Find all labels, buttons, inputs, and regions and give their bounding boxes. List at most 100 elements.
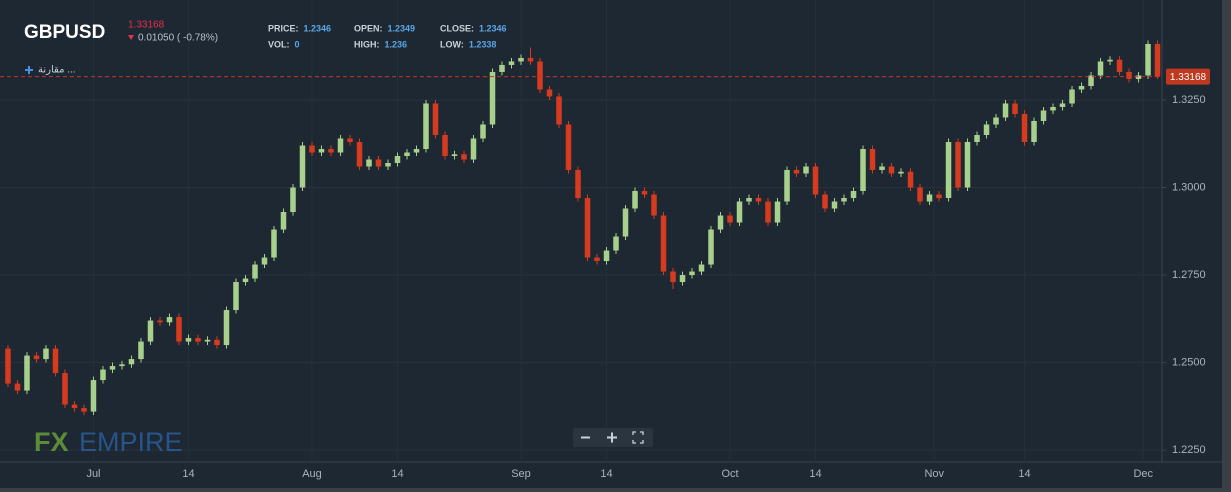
candle-body — [280, 212, 287, 230]
candle-body — [195, 338, 201, 342]
compare[interactable]: مقارنة ... — [25, 65, 76, 76]
candle-body — [898, 171, 904, 174]
plus-icon — [25, 66, 33, 74]
candle-body — [945, 141, 952, 199]
candle-body — [812, 166, 819, 195]
candle-body — [375, 159, 382, 167]
x-tick-label: Oct — [721, 468, 738, 480]
zoom-in[interactable] — [607, 432, 617, 443]
candle-body — [366, 159, 372, 167]
candle-body — [556, 96, 562, 125]
candle-body — [746, 198, 752, 202]
candle-body — [157, 320, 163, 323]
candle-body — [651, 194, 657, 216]
watermark-fx: FX — [34, 427, 69, 457]
candle-body — [660, 215, 667, 272]
candle-body — [594, 257, 600, 262]
candle-body — [518, 57, 524, 62]
y-tick-label: 1.2250 — [1172, 444, 1206, 456]
candle-body — [603, 250, 610, 262]
candle-body — [423, 103, 429, 149]
candle-body — [499, 64, 505, 72]
candle-body — [879, 166, 885, 171]
stat-value: 1.2349 — [388, 23, 416, 33]
candle-body — [432, 103, 439, 135]
candle-body — [850, 191, 857, 199]
y-tick-label: 1.3250 — [1172, 94, 1206, 106]
stat-label: VOL: — [268, 39, 290, 49]
candle-body — [1012, 103, 1018, 114]
candle-body — [5, 348, 11, 384]
x-tick-label: 14 — [600, 468, 612, 480]
candle-body — [451, 154, 458, 156]
x-tick-label: Aug — [302, 468, 322, 480]
candle-body — [1021, 113, 1028, 142]
candle-body — [461, 154, 467, 160]
candle-body — [71, 404, 78, 409]
candle-body — [717, 215, 724, 230]
candle-body — [1107, 59, 1113, 62]
zoom-controls[interactable] — [573, 428, 653, 447]
candle-body — [52, 348, 59, 374]
candle-body — [337, 138, 344, 153]
candle-body — [470, 138, 477, 160]
candle-body — [860, 148, 866, 192]
x-tick-label: 14 — [1018, 468, 1030, 480]
candle-body — [917, 187, 923, 202]
candle-body — [803, 166, 809, 174]
candle-body — [727, 215, 733, 223]
candle-body — [290, 187, 296, 213]
candle-body — [347, 138, 353, 142]
candle-body — [128, 359, 135, 365]
candle-body — [299, 145, 306, 188]
last-price-box — [1166, 68, 1210, 85]
candle-body — [670, 271, 676, 283]
candle-body — [261, 257, 268, 265]
candle-body — [328, 148, 334, 153]
candle-body — [252, 264, 258, 279]
candle-body — [109, 366, 116, 370]
candle-body — [1031, 120, 1037, 142]
x-tick-label: Dec — [1133, 468, 1153, 480]
fullscreen[interactable] — [632, 431, 644, 444]
candle-body — [1097, 61, 1104, 76]
x-tick-label: Nov — [924, 468, 944, 480]
candle-body — [1154, 43, 1161, 77]
candle-body — [1088, 75, 1094, 86]
candle-body — [62, 373, 68, 405]
stat-value: 1.2346 — [479, 23, 507, 33]
y-tick-label: 1.3000 — [1172, 181, 1206, 193]
x-tick-label: 14 — [809, 468, 821, 480]
candle-body — [204, 339, 211, 342]
candle-body — [708, 229, 714, 265]
x-tick-label: Jul — [86, 468, 100, 480]
candle-body — [974, 134, 980, 142]
candle-body — [223, 310, 230, 346]
candle-body — [575, 170, 581, 199]
candle-body — [1135, 75, 1142, 79]
candle-body — [622, 208, 629, 237]
candle-body — [784, 170, 790, 202]
stat-value: 1.2338 — [469, 39, 497, 49]
candle-body — [508, 61, 515, 65]
candle-body — [1116, 59, 1123, 72]
candle-body — [1145, 43, 1151, 76]
stat-value: 1.2346 — [304, 23, 332, 33]
candle-body — [413, 148, 420, 153]
candle-body — [90, 380, 97, 412]
candle-body — [385, 163, 391, 167]
stat-label: LOW: — [440, 39, 464, 49]
candle-body — [1002, 103, 1009, 118]
candle-body — [43, 348, 49, 360]
candle-body — [119, 364, 125, 367]
candle-body — [1050, 106, 1056, 111]
candle-body — [356, 141, 363, 167]
candle-body — [641, 191, 648, 195]
x-tick-label: Sep — [511, 468, 531, 480]
watermark-empire: EMPIRE — [79, 427, 183, 457]
candle-body — [765, 201, 771, 223]
candle-body — [565, 124, 572, 171]
candle-body — [214, 339, 220, 346]
